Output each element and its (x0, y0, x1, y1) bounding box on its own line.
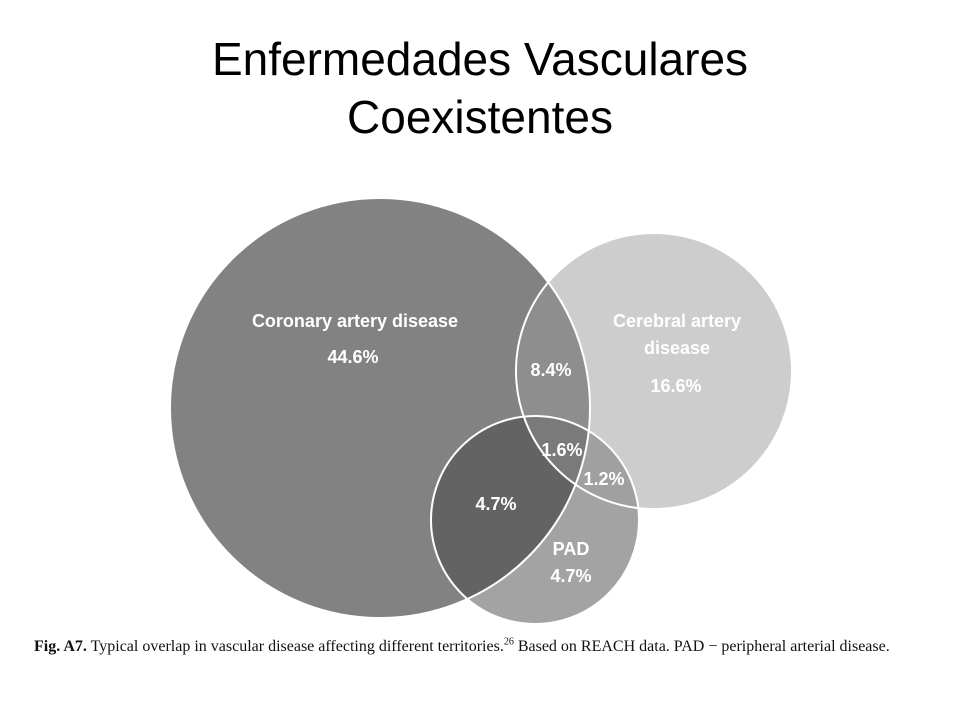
caption-reference: 26 (503, 636, 514, 648)
cerebral-label-line-2: disease (644, 338, 710, 358)
caption-text-2: Based on REACH data. PAD − peripheral ar… (513, 638, 890, 655)
caption-figure-number: Fig. A7. (34, 638, 87, 655)
coronary-outline (169, 197, 591, 619)
cerebral-outline (515, 232, 793, 510)
pad-outline (430, 415, 640, 625)
pad-value: 4.7% (550, 566, 591, 586)
coronary-pad-value: 4.7% (475, 494, 516, 514)
all-three-value: 1.6% (541, 440, 582, 460)
cerebral-pad-overlap (516, 416, 639, 509)
cerebral-pad-value: 1.2% (583, 469, 624, 489)
figure-caption: Fig. A7. Typical overlap in vascular dis… (34, 636, 934, 656)
caption-text: Typical overlap in vascular disease affe… (86, 638, 504, 655)
pad-label: PAD (553, 539, 590, 559)
coronary-label: Coronary artery disease (252, 311, 458, 331)
cerebral-value: 16.6% (650, 376, 701, 396)
slide-title-line-1: Enfermedades Vasculares (211, 33, 749, 85)
slide-title: Enfermedades Vasculares Coexistentes (0, 30, 960, 146)
cerebral-label-line-1: Cerebral artery (613, 311, 741, 331)
slide-title-line-2: Coexistentes (347, 91, 613, 143)
coronary-value: 44.6% (327, 347, 378, 367)
coronary-cerebral-value: 8.4% (530, 360, 571, 380)
